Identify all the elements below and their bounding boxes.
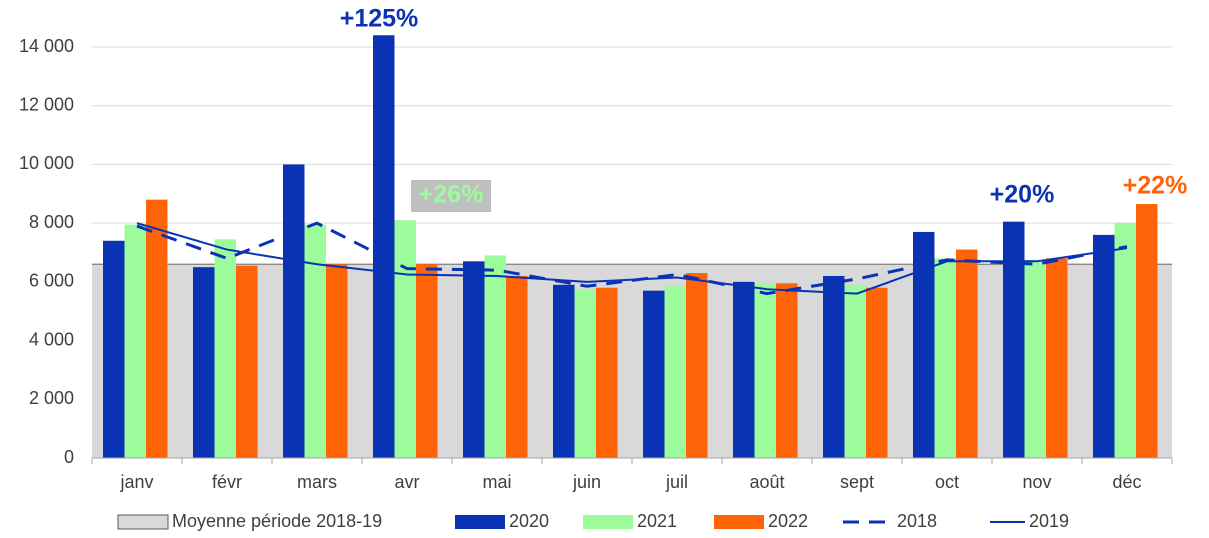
x-tick-label: oct	[935, 472, 959, 492]
y-tick-label: 2 000	[29, 388, 74, 408]
annotation: +125%	[340, 5, 419, 33]
y-tick-label: 10 000	[19, 153, 74, 173]
bar	[1003, 221, 1025, 458]
bar	[416, 264, 438, 458]
legend-label: 2020	[509, 511, 549, 531]
annotation: +22%	[1123, 172, 1188, 200]
y-tick-label: 6 000	[29, 271, 74, 291]
legend-swatch	[714, 515, 764, 529]
x-tick-label: mai	[482, 472, 511, 492]
annotation: +20%	[990, 181, 1055, 209]
x-tick-label: juil	[665, 472, 688, 492]
bar	[1114, 223, 1136, 458]
x-tick-label: janv	[119, 472, 153, 492]
bar	[776, 283, 798, 458]
bar	[1136, 204, 1158, 458]
bar	[754, 283, 776, 458]
bar	[146, 199, 168, 458]
bar	[643, 290, 665, 458]
bar	[823, 275, 845, 458]
bar	[394, 220, 416, 458]
bar	[103, 240, 125, 458]
legend-swatch	[583, 515, 633, 529]
legend-swatch	[455, 515, 505, 529]
legend-label: Moyenne période 2018-19	[172, 511, 382, 531]
x-tick-label: mars	[297, 472, 337, 492]
bar	[553, 284, 575, 458]
annotation: +26%	[419, 181, 484, 209]
bar	[124, 224, 146, 458]
bar	[326, 264, 348, 458]
bar	[686, 273, 708, 458]
bar	[506, 275, 528, 458]
bar	[956, 249, 978, 458]
legend-label: 2022	[768, 511, 808, 531]
bar	[463, 261, 485, 458]
bar	[236, 265, 258, 458]
bar	[733, 281, 755, 458]
x-tick-label: nov	[1022, 472, 1051, 492]
bar	[484, 255, 506, 458]
bar	[664, 286, 686, 458]
y-tick-label: 0	[64, 447, 74, 467]
y-tick-label: 4 000	[29, 329, 74, 349]
bar	[866, 287, 888, 458]
x-tick-label: août	[749, 472, 784, 492]
legend-swatch	[117, 514, 169, 530]
x-tick-label: déc	[1112, 472, 1141, 492]
bar	[304, 224, 326, 458]
legend-label: 2021	[637, 511, 677, 531]
bar	[193, 267, 215, 458]
bar	[1024, 259, 1046, 458]
bar	[934, 258, 956, 458]
bar	[574, 289, 596, 458]
y-tick-label: 14 000	[19, 36, 74, 56]
bar	[214, 239, 236, 458]
bar	[283, 164, 305, 458]
bar	[1093, 234, 1115, 458]
bar	[844, 284, 866, 458]
legend-label: 2019	[1029, 511, 1069, 531]
bar	[913, 231, 935, 458]
x-tick-label: avr	[394, 472, 419, 492]
bar	[596, 287, 618, 458]
x-tick-label: sept	[840, 472, 874, 492]
y-tick-label: 12 000	[19, 94, 74, 114]
x-tick-label: févr	[212, 472, 242, 492]
annotation-bg	[411, 180, 491, 212]
x-tick-label: juin	[572, 472, 601, 492]
y-tick-label: 8 000	[29, 212, 74, 232]
line-series	[136, 222, 1128, 295]
legend-label: 2018	[897, 511, 937, 531]
bar	[1046, 258, 1068, 458]
bar	[373, 35, 395, 458]
